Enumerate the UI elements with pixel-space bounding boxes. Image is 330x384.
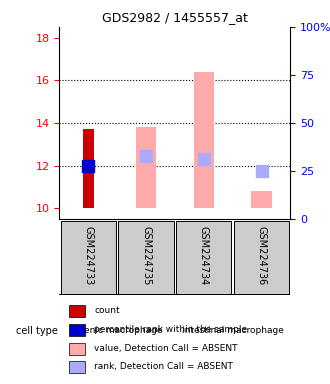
Text: GSM224734: GSM224734 bbox=[199, 226, 209, 286]
Bar bbox=[251, 191, 272, 209]
Text: splenic macrophage: splenic macrophage bbox=[71, 326, 163, 335]
FancyBboxPatch shape bbox=[60, 298, 174, 363]
Text: GSM224736: GSM224736 bbox=[256, 226, 267, 286]
Bar bbox=[69, 343, 85, 354]
Text: count: count bbox=[94, 306, 120, 315]
Point bbox=[143, 153, 148, 159]
Bar bbox=[69, 305, 85, 317]
FancyBboxPatch shape bbox=[176, 222, 231, 295]
FancyBboxPatch shape bbox=[234, 222, 289, 295]
Bar bbox=[69, 361, 85, 373]
Text: percentile rank within the sample: percentile rank within the sample bbox=[94, 325, 247, 334]
Point bbox=[85, 162, 91, 169]
Text: intestinal macrophage: intestinal macrophage bbox=[182, 326, 283, 335]
FancyBboxPatch shape bbox=[60, 222, 116, 295]
Text: rank, Detection Call = ABSENT: rank, Detection Call = ABSENT bbox=[94, 362, 233, 371]
Text: value, Detection Call = ABSENT: value, Detection Call = ABSENT bbox=[94, 344, 238, 353]
Text: cell type: cell type bbox=[16, 326, 58, 336]
Bar bbox=[69, 324, 85, 336]
Bar bbox=[83, 129, 94, 209]
Point bbox=[259, 168, 264, 174]
FancyBboxPatch shape bbox=[118, 222, 174, 295]
Title: GDS2982 / 1455557_at: GDS2982 / 1455557_at bbox=[102, 11, 248, 24]
Point bbox=[201, 156, 207, 162]
Bar bbox=[136, 127, 156, 209]
Text: GSM224733: GSM224733 bbox=[83, 226, 93, 286]
Bar bbox=[194, 72, 214, 209]
Text: GSM224735: GSM224735 bbox=[141, 226, 151, 286]
FancyBboxPatch shape bbox=[176, 298, 289, 363]
